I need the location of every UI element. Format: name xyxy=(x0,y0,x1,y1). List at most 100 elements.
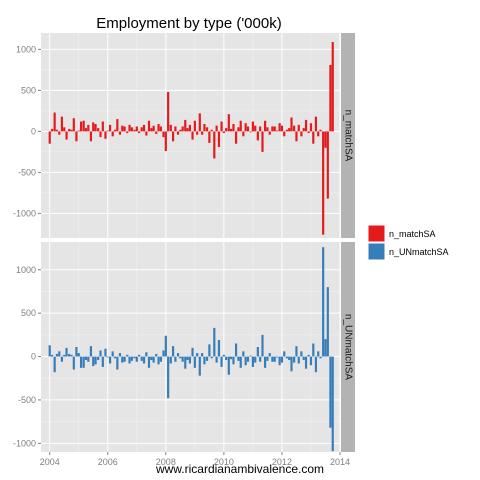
bar-n_matchSA xyxy=(254,125,257,132)
bar-n_matchSA xyxy=(193,120,196,132)
bar-n_matchSA xyxy=(130,127,133,132)
x-tick-label: 2008 xyxy=(156,457,176,467)
bar-n_UNmatchSA xyxy=(198,356,201,376)
bar-n_UNmatchSA xyxy=(280,356,284,363)
bar-n_UNmatchSA xyxy=(89,346,93,357)
bar-n_UNmatchSA xyxy=(242,351,245,357)
bar-n_matchSA xyxy=(145,131,148,136)
bar-n_UNmatchSA xyxy=(186,356,189,361)
bar-n_matchSA xyxy=(155,131,158,134)
y-tick-label: 0 xyxy=(31,126,36,136)
bar-n_UNmatchSA xyxy=(205,356,209,361)
bar-n_UNmatchSA xyxy=(324,339,327,357)
bar-n_matchSA xyxy=(312,131,315,144)
bar-n_UNmatchSA xyxy=(157,356,160,365)
bar-n_matchSA xyxy=(273,126,276,132)
facet-strip-label: n_UNmatchSA xyxy=(342,314,353,380)
bar-n_matchSA xyxy=(232,124,235,132)
bar-n_UNmatchSA xyxy=(290,356,293,372)
x-axis-label: www.ricardianambivalence.com xyxy=(155,462,324,476)
bar-n_UNmatchSA xyxy=(133,356,136,359)
bar-n_UNmatchSA xyxy=(162,350,165,357)
bar-n_UNmatchSA xyxy=(75,347,78,357)
bar-n_UNmatchSA xyxy=(307,354,310,357)
bar-n_UNmatchSA xyxy=(188,356,192,364)
bar-n_UNmatchSA xyxy=(113,356,117,359)
bar-n_matchSA xyxy=(79,121,83,132)
bar-n_UNmatchSA xyxy=(116,356,119,370)
bar-n_matchSA xyxy=(234,131,238,144)
bar-n_matchSA xyxy=(208,131,211,143)
bar-n_UNmatchSA xyxy=(167,356,170,399)
bar-n_UNmatchSA xyxy=(215,356,218,363)
bar-n_matchSA xyxy=(106,130,109,132)
bar-n_UNmatchSA xyxy=(210,356,213,359)
bar-n_matchSA xyxy=(285,129,288,132)
bar-n_matchSA xyxy=(128,124,131,132)
bar-n_matchSA xyxy=(331,42,334,132)
legend-label: n_UNmatchSA xyxy=(389,247,449,257)
bar-n_UNmatchSA xyxy=(217,340,221,357)
bar-n_UNmatchSA xyxy=(79,356,83,368)
bar-n_UNmatchSA xyxy=(246,356,250,362)
bar-n_UNmatchSA xyxy=(111,351,114,357)
legend: n_matchSA n_UNmatchSA xyxy=(367,224,449,261)
bar-n_UNmatchSA xyxy=(314,356,317,373)
y-tick-label: 0 xyxy=(31,352,36,362)
bar-n_UNmatchSA xyxy=(237,356,240,361)
bar-n_UNmatchSA xyxy=(82,356,85,368)
bar-n_matchSA xyxy=(322,131,325,235)
bar-n_matchSA xyxy=(242,131,245,137)
bar-n_UNmatchSA xyxy=(179,356,182,359)
bar-n_matchSA xyxy=(222,131,225,134)
bar-n_matchSA xyxy=(249,131,252,133)
bar-n_matchSA xyxy=(196,131,199,135)
bar-n_UNmatchSA xyxy=(249,355,252,357)
bar-n_UNmatchSA xyxy=(322,247,325,357)
bar-n_UNmatchSA xyxy=(147,356,151,368)
bar-n_UNmatchSA xyxy=(275,356,279,358)
bar-n_matchSA xyxy=(244,123,247,132)
bar-n_UNmatchSA xyxy=(285,356,288,359)
y-tick-label: -1000 xyxy=(13,438,36,448)
bar-n_UNmatchSA xyxy=(77,353,80,357)
bar-n_matchSA xyxy=(164,131,167,152)
y-tick-label: -500 xyxy=(18,395,36,405)
bar-n_UNmatchSA xyxy=(58,351,61,357)
bar-n_matchSA xyxy=(304,119,308,132)
bar-n_matchSA xyxy=(58,131,61,135)
bar-n_matchSA xyxy=(317,131,320,137)
bar-n_UNmatchSA xyxy=(266,356,269,361)
bar-n_UNmatchSA xyxy=(142,356,146,364)
bar-n_matchSA xyxy=(123,126,126,132)
bar-n_matchSA xyxy=(271,126,274,132)
bar-n_UNmatchSA xyxy=(106,356,109,358)
bar-n_matchSA xyxy=(259,126,262,132)
bar-n_UNmatchSA xyxy=(60,356,63,362)
bar-n_UNmatchSA xyxy=(256,347,259,357)
bar-n_UNmatchSA xyxy=(140,356,143,361)
bar-n_UNmatchSA xyxy=(283,351,286,357)
bar-n_matchSA xyxy=(239,120,242,132)
bar-n_UNmatchSA xyxy=(135,356,138,362)
bar-n_UNmatchSA xyxy=(48,345,51,357)
bar-n_UNmatchSA xyxy=(145,352,148,357)
bar-n_UNmatchSA xyxy=(94,356,97,365)
bar-n_matchSA xyxy=(278,123,281,132)
bar-n_matchSA xyxy=(326,131,329,199)
facet-layer: -1000 -500 0 500 1000 n_matchSA -1000 -500 0 500 1… xyxy=(13,33,355,467)
bar-n_UNmatchSA xyxy=(222,354,225,357)
bar-n_UNmatchSA xyxy=(97,356,100,361)
y-tick-label: -500 xyxy=(18,167,36,177)
y-tick-label: 500 xyxy=(21,308,36,318)
bar-n_matchSA xyxy=(140,127,143,132)
bar-n_UNmatchSA xyxy=(128,356,131,364)
bar-n_matchSA xyxy=(60,116,63,132)
x-tick-label: 2012 xyxy=(272,457,292,467)
bar-n_matchSA xyxy=(191,131,194,140)
bar-n_matchSA xyxy=(275,130,279,132)
bar-n_UNmatchSA xyxy=(181,356,184,362)
bar-n_UNmatchSA xyxy=(278,356,281,366)
bar-n_UNmatchSA xyxy=(297,356,300,364)
y-tick-label: 1000 xyxy=(16,265,36,275)
